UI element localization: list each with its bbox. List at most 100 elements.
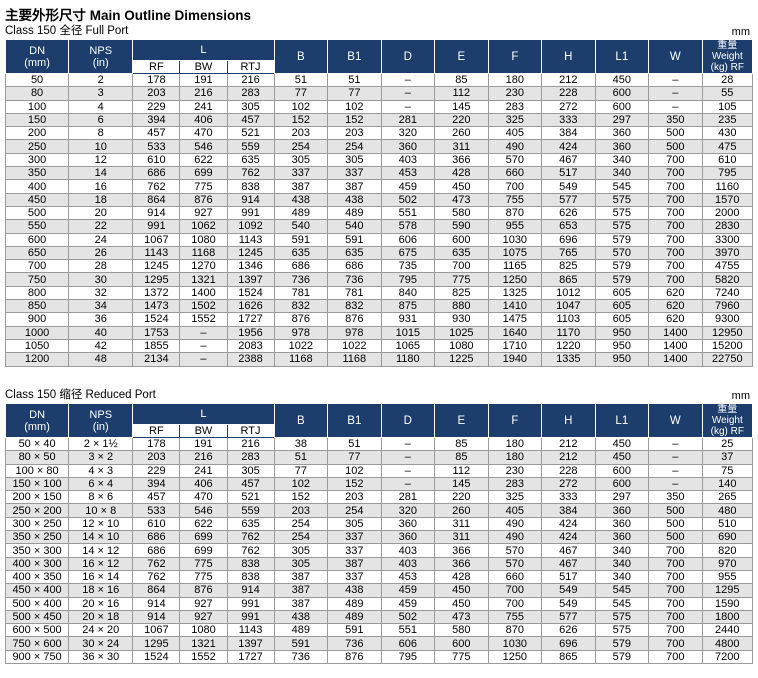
table-cell: 180	[487, 72, 543, 88]
table-cell: 1030	[487, 636, 543, 651]
table-cell: 281	[380, 112, 436, 128]
table-cell: 450	[594, 450, 650, 465]
table-cell: 570	[487, 543, 543, 558]
table-cell: 489	[327, 205, 382, 221]
full-port-subtitle: Class 150 全径 Full Port	[5, 25, 129, 37]
table-cell: 489	[273, 205, 329, 221]
header-h: H	[541, 403, 596, 438]
table-cell: 457	[132, 490, 181, 505]
table-cell: 1012	[541, 285, 596, 301]
table-cell: 102	[327, 463, 382, 478]
table-cell: 600	[434, 636, 489, 651]
header-b: B	[273, 403, 329, 438]
table-cell: 216	[179, 86, 228, 101]
table-cell: 991	[226, 609, 275, 625]
table-cell: 387	[273, 596, 329, 611]
table-cell: 500	[648, 503, 703, 518]
table-cell: –	[648, 450, 703, 465]
table-cell: 220	[434, 112, 489, 128]
table-cell: 914	[132, 205, 181, 221]
table-cell: 459	[380, 596, 436, 611]
table-cell: 825	[434, 285, 489, 301]
table-cell: –	[380, 72, 436, 88]
header-b: B	[273, 39, 329, 74]
table-cell: 1295	[132, 272, 181, 287]
table-cell: 591	[273, 232, 329, 247]
table-cell: 600	[594, 463, 650, 478]
table-cell: 350	[648, 112, 703, 128]
table-cell: 272	[541, 99, 596, 114]
header-b1: B1	[327, 403, 382, 438]
table-cell: 838	[226, 179, 275, 194]
table-row: 350 × 300 14 × 12 686 699 762 305 337 403 366 570…	[4, 543, 754, 558]
header-e: E	[434, 403, 489, 438]
table-cell: 254	[273, 516, 329, 532]
table-cell: 606	[380, 232, 436, 247]
table-row: 400 × 350 16 × 14 762 775 838 387 337 453 428 660…	[4, 569, 754, 585]
table-cell: 970	[701, 556, 754, 571]
table-cell: 297	[594, 112, 650, 128]
table-cell: 545	[594, 583, 650, 598]
table-cell: 450	[434, 179, 489, 194]
table-cell: 1956	[226, 325, 275, 340]
table-cell: 1800	[701, 609, 754, 625]
table-cell: 930	[434, 312, 489, 327]
table-cell: 283	[487, 476, 543, 492]
table-cell: 700	[4, 259, 70, 274]
table-cell: 775	[179, 556, 228, 571]
table-cell: 600	[4, 232, 70, 247]
table-cell: 18 × 16	[68, 583, 134, 598]
table-cell: 4755	[701, 259, 754, 274]
table-cell: 150	[4, 112, 70, 128]
table-cell: 577	[541, 609, 596, 625]
table-cell: 366	[434, 543, 489, 558]
header-nps: NPS (in)	[68, 403, 134, 438]
table-cell: 700	[648, 636, 703, 651]
table-cell: 178	[132, 72, 181, 88]
table-cell: 1165	[487, 259, 543, 274]
table-cell: 700	[648, 152, 703, 168]
table-cell: 696	[541, 636, 596, 651]
table-cell: 700	[648, 609, 703, 625]
header-l1: L1	[594, 403, 650, 438]
table-cell: 394	[132, 112, 181, 128]
table-cell: 150 × 100	[4, 476, 70, 492]
table-cell: 203	[327, 490, 382, 505]
table-cell: 85	[434, 450, 489, 465]
table-cell: 300	[4, 152, 70, 168]
table-cell: 795	[380, 272, 436, 287]
table-cell: 50 × 40	[4, 436, 70, 452]
table-cell: 1025	[434, 325, 489, 340]
table-cell: 467	[541, 543, 596, 558]
table-cell: 467	[541, 556, 596, 571]
table-cell: 360	[594, 126, 650, 141]
page-title: 主要外形尺寸 Main Outline Dimensions	[5, 8, 252, 23]
table-cell: –	[648, 476, 703, 492]
table-cell: 500	[648, 126, 703, 141]
table-cell: 1295	[701, 583, 754, 598]
table-cell: 635	[327, 245, 382, 261]
table-cell: 579	[594, 272, 650, 287]
table-cell: 864	[132, 583, 181, 598]
table-cell: 152	[273, 490, 329, 505]
table-cell: 203	[132, 450, 181, 465]
table-cell: 394	[132, 476, 181, 492]
table-cell: 400 × 350	[4, 569, 70, 585]
table-cell: 736	[273, 649, 329, 665]
table-cell: 991	[226, 205, 275, 221]
table-cell: 305	[273, 543, 329, 558]
table-cell: 850	[4, 299, 70, 314]
table-cell: 559	[226, 503, 275, 518]
table-cell: 24 × 20	[68, 623, 134, 638]
table-row: 250 × 200 10 × 8 533 546 559 203 254 320 260 405 3…	[4, 503, 754, 518]
table-cell: 406	[179, 476, 228, 492]
table-cell: 606	[380, 636, 436, 651]
table-cell: 755	[487, 192, 543, 207]
table-cell: 340	[594, 569, 650, 585]
table-cell: 2830	[701, 219, 754, 234]
table-cell: 424	[541, 516, 596, 532]
table-cell: 700	[648, 583, 703, 598]
header-weight: 重量Weight (kg) RF	[701, 403, 754, 438]
table-row: 500 20 914 927 991 489 489 551 580 870 626 575 700 20…	[4, 205, 754, 221]
table-cell: 1710	[487, 338, 543, 354]
